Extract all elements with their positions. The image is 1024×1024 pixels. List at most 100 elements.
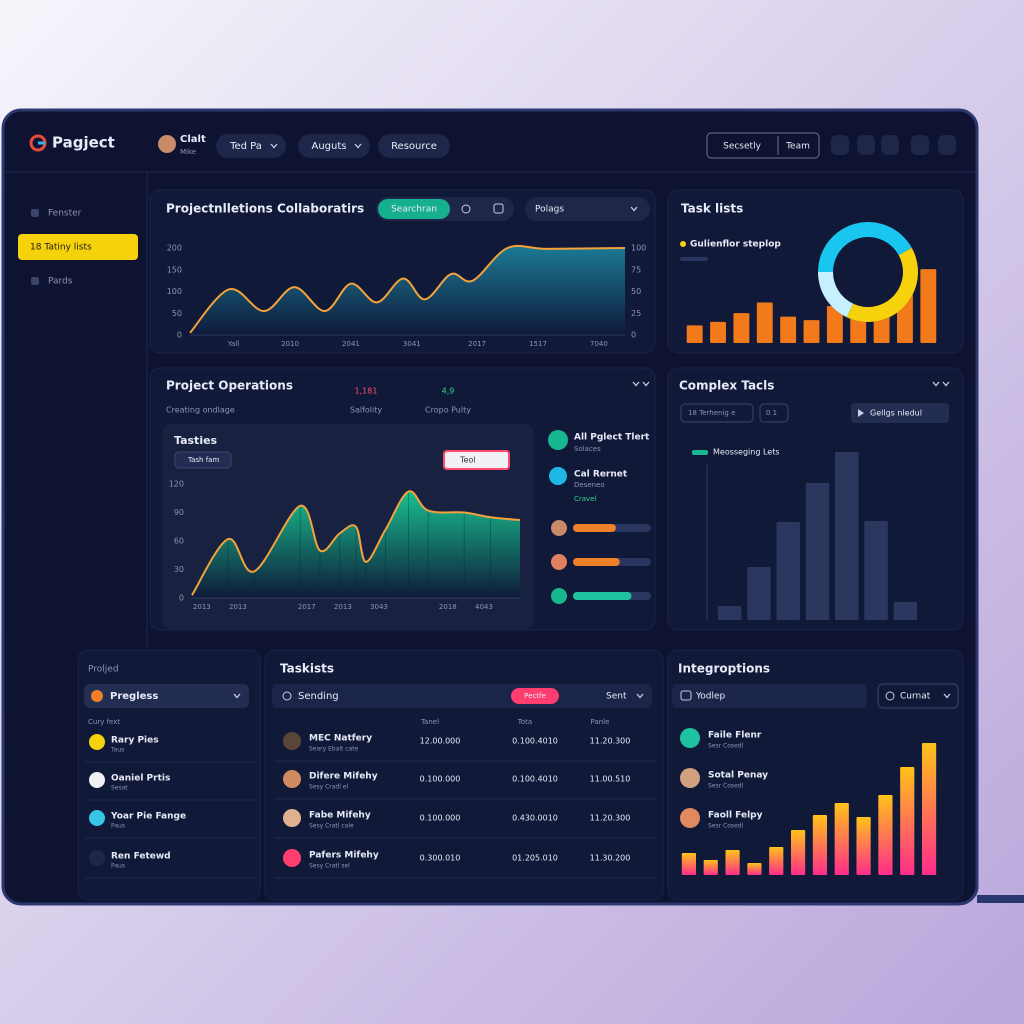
cell: 11.20.300 (590, 737, 631, 746)
cell: 11.00.510 (590, 775, 631, 784)
icon-button[interactable] (881, 135, 899, 155)
action[interactable]: Secsetly (723, 142, 761, 152)
cell: 0.100.4010 (512, 737, 558, 746)
icon (493, 203, 504, 214)
icon (282, 691, 292, 701)
person-name: Sotal Penay (708, 771, 768, 781)
select[interactable] (525, 197, 650, 221)
area (192, 491, 520, 598)
bar (856, 817, 871, 875)
nav-item[interactable]: 18 Tatiny lists (30, 243, 92, 253)
nav-item[interactable]: Pards (48, 277, 73, 287)
area (190, 245, 625, 335)
chevron (270, 143, 278, 149)
stat-value: 1,181 (355, 387, 378, 396)
section-label: Cury fext (88, 718, 120, 726)
alert-sub: Solaces (574, 445, 601, 453)
nav-item[interactable]: Fenster (48, 209, 82, 219)
chevron (630, 206, 638, 212)
select-label[interactable]: Curnat (900, 692, 931, 702)
bar (769, 847, 784, 875)
panel-title: Project Operations (166, 379, 293, 393)
alert-title: All Pglect Tlert (574, 433, 650, 443)
action[interactable]: Team (785, 142, 810, 152)
cell: 0.430.0010 (512, 814, 558, 823)
bar (834, 803, 849, 875)
search-bar[interactable] (672, 684, 867, 708)
icon-button[interactable] (938, 135, 956, 155)
person-name: Ren Fetewd (111, 852, 171, 862)
tag (511, 688, 559, 704)
x-tick-label: 2013 (334, 603, 352, 611)
bar (681, 853, 697, 875)
tab-label[interactable]: Auguts (312, 141, 347, 152)
panel-title: Integroptions (678, 662, 770, 676)
stat-label: Cropo Pulty (425, 406, 471, 415)
select-label[interactable]: Polags (535, 205, 564, 215)
toggle-active[interactable] (378, 199, 450, 219)
x-tick-label: 2018 (439, 603, 457, 611)
sort-label[interactable]: Sent (606, 692, 627, 702)
icon-button[interactable] (857, 135, 875, 155)
y-tick-label: 0 (179, 594, 184, 603)
x-tick-label: 4043 (475, 603, 493, 611)
chip (759, 403, 789, 423)
search-label: Sending (298, 691, 339, 702)
person-name: Faile Flenr (708, 731, 762, 741)
y2-tick-label: 75 (631, 265, 641, 274)
button[interactable] (443, 450, 510, 470)
avatar (158, 135, 176, 153)
search-bar[interactable] (272, 684, 652, 708)
user-role: Mike (180, 148, 196, 156)
toggle-label[interactable]: Searchran (391, 205, 437, 215)
bar (835, 452, 859, 620)
icon-button[interactable] (911, 135, 929, 155)
select[interactable] (877, 683, 959, 709)
dropdown-label[interactable]: Pregless (110, 691, 158, 702)
cell: 0.300.010 (420, 854, 461, 863)
dropdown[interactable] (84, 684, 249, 708)
x-tick-label: 2013 (229, 603, 247, 611)
y-tick-label: 50 (172, 309, 182, 318)
chip (680, 403, 754, 423)
bar (686, 325, 703, 343)
bar (803, 320, 820, 343)
logo: Pagject (52, 134, 115, 152)
avatar (680, 808, 700, 828)
person-sub: Paus (111, 863, 125, 870)
person-sub: Sesr Cosedl (708, 783, 743, 790)
tab-label[interactable]: Resource (391, 141, 437, 152)
avatar (89, 734, 105, 750)
button-label[interactable]: Gellgs nledul (870, 409, 922, 418)
tab-label[interactable]: Ted Pa (229, 141, 262, 152)
donut-segment (817, 272, 854, 318)
button-label[interactable]: Teol (459, 456, 476, 465)
panel-title: Projectnlletions (166, 202, 273, 216)
tab[interactable] (378, 134, 450, 158)
button[interactable] (851, 403, 949, 423)
bar (826, 306, 843, 343)
y-tick-label: 100 (167, 287, 182, 296)
progress-bar (573, 592, 632, 600)
chevron (636, 693, 644, 699)
cell: 12.00.000 (420, 737, 461, 746)
tab[interactable] (216, 134, 286, 158)
bar (812, 815, 828, 875)
chip-label: 18 Terhenig e (688, 409, 735, 417)
icon (91, 690, 103, 702)
line (191, 490, 521, 596)
alert-sub: Deseneo (574, 481, 605, 489)
chevron (642, 381, 650, 387)
icon-button[interactable] (831, 135, 849, 155)
avatar (283, 809, 301, 827)
bar (893, 602, 918, 620)
bar (717, 606, 742, 620)
avatar (551, 554, 567, 570)
y-tick-label: 120 (169, 480, 184, 489)
x-tick-label: Yall (227, 340, 240, 348)
bar (780, 316, 797, 343)
stat-value: 4,9 (442, 387, 455, 396)
y-tick-label: 30 (174, 565, 184, 574)
row-name: Difere Mifehy (309, 772, 378, 782)
tab[interactable] (298, 134, 370, 158)
